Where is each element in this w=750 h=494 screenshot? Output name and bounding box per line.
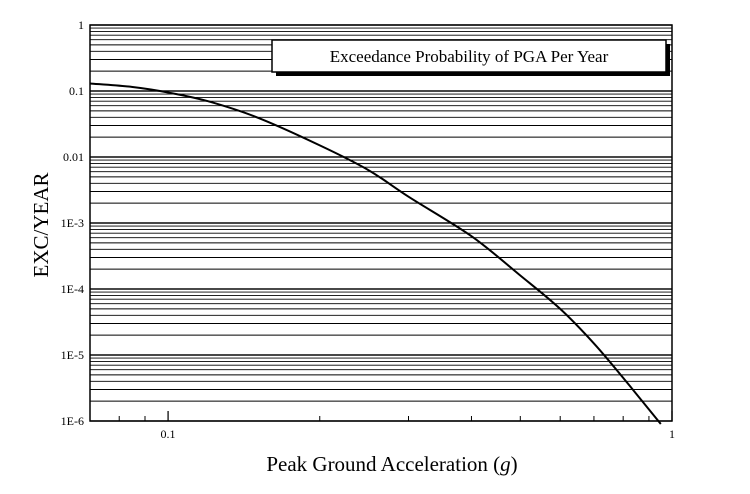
- y-tick-label: 1: [78, 18, 84, 32]
- y-tick-label: 1E-5: [61, 348, 84, 362]
- y-tick-label: 1E-6: [61, 414, 84, 428]
- y-axis-label: EXC/YEAR: [29, 173, 53, 278]
- y-tick-label: 0.01: [63, 150, 84, 164]
- y-tick-label: 1E-4: [61, 282, 84, 296]
- x-tick-label: 0.1: [161, 427, 176, 441]
- series-line: [89, 82, 662, 425]
- grid-lines: [90, 24, 672, 422]
- x-axis-label: Peak Ground Acceleration (g): [266, 452, 517, 476]
- legend-label: Exceedance Probability of PGA Per Year: [330, 47, 609, 66]
- x-axis-unit: g: [500, 452, 511, 476]
- y-tick-label: 0.1: [69, 84, 84, 98]
- legend-box: [271, 39, 667, 73]
- y-axis-ticks: 1 0.1 0.01 1E-3 1E-4 1E-5 1E-6: [61, 18, 84, 428]
- x-axis-ticks: 0.1 1: [89, 411, 675, 441]
- y-tick-label: 1E-3: [61, 216, 84, 230]
- x-tick-label: 1: [669, 427, 675, 441]
- plot-frame: [89, 24, 673, 422]
- legend: Exceedance Probability of PGA Per Year: [271, 39, 670, 76]
- x-axis-label-text: Peak Ground Acceleration: [266, 452, 488, 476]
